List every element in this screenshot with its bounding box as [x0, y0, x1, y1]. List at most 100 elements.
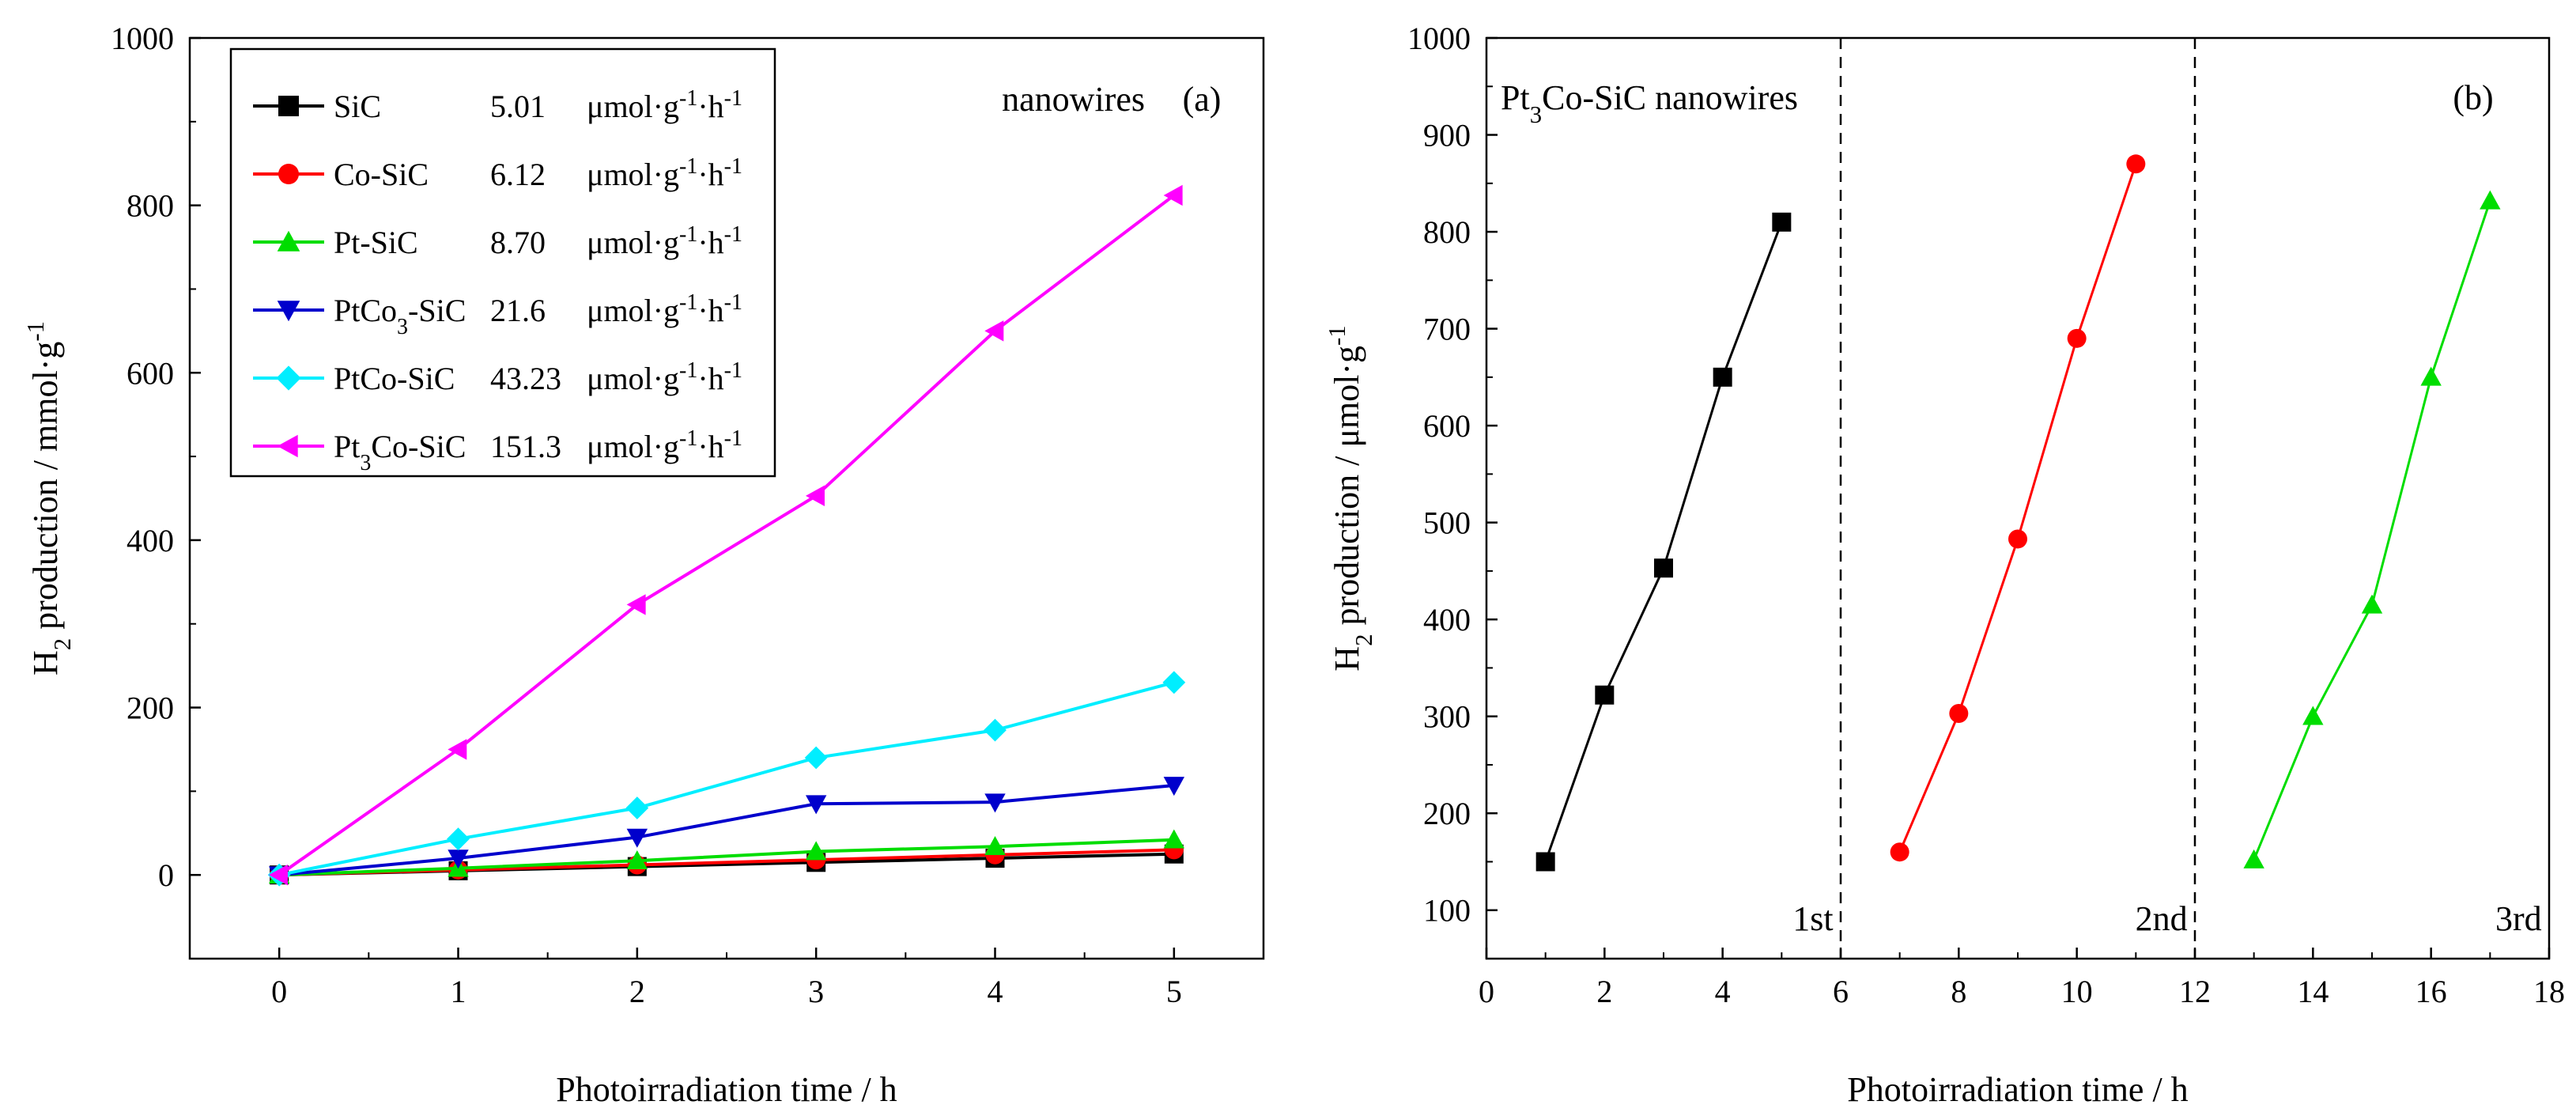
cycle-label-3rd: 3rd [2495, 899, 2542, 938]
data-point-Pt3Co-SiC [1163, 184, 1183, 206]
data-point-cycle-3rd [2302, 706, 2324, 725]
x-tick-label-a: 3 [808, 974, 824, 1009]
legend-rate-Pt-SiC: 8.70 [490, 225, 546, 260]
x-tick-label-b: 16 [2415, 974, 2447, 1009]
series-line-cycle-1st [1544, 221, 1783, 862]
series-line-cycle-3rd [2253, 200, 2491, 861]
y-tick-label-b: 1000 [1407, 21, 1471, 56]
legend-label-Co-SiC: Co-SiC [334, 157, 429, 192]
y-tick-label-a: 200 [127, 691, 174, 726]
y-tick-label-b: 900 [1423, 118, 1471, 153]
x-tick-label-b: 8 [1951, 974, 1966, 1009]
data-point-cycle-1st [1595, 685, 1615, 705]
y-tick-label-a: 800 [127, 188, 174, 224]
data-point-PtCo3-SiC [626, 828, 648, 848]
legend-rate-SiC: 5.01 [490, 89, 546, 124]
data-point-cycle-1st [1713, 367, 1732, 387]
series-line-Pt3Co-SiC [278, 194, 1176, 876]
data-point-Pt-SiC [626, 849, 648, 869]
series-line-PtCo-SiC [278, 680, 1175, 877]
y-tick-label-a: 400 [127, 523, 174, 558]
data-point-PtCo3-SiC [1163, 777, 1185, 796]
legend-box-a [229, 47, 776, 478]
data-point-Pt3Co-SiC [268, 864, 288, 886]
legend-marker-SiC [278, 96, 299, 116]
data-point-PtCo-SiC [804, 746, 828, 770]
data-point-cycle-2nd [1890, 842, 1909, 862]
legend-unit-Co-SiC: μmol·g-1·h-1 [587, 154, 742, 193]
x-tick-label-a: 4 [988, 974, 1003, 1009]
legend-marker-PtCo-SiC [276, 365, 301, 391]
x-tick-label-b: 14 [2297, 974, 2329, 1009]
legend-label-Pt-SiC: Pt-SiC [334, 225, 418, 260]
y-tick-label-b: 600 [1423, 408, 1471, 444]
x-tick-label-a: 0 [271, 974, 287, 1009]
data-point-Pt3Co-SiC [448, 739, 467, 760]
x-tick-label-b: 6 [1833, 974, 1849, 1009]
legend-unit-Pt-SiC: μmol·g-1·h-1 [587, 222, 742, 261]
data-point-cycle-3rd [2420, 366, 2442, 386]
y-tick-label-a: 0 [158, 857, 174, 893]
series-line-Pt-SiC [279, 838, 1174, 877]
data-point-Pt-SiC [805, 841, 827, 861]
x-tick-label-b: 10 [2061, 974, 2093, 1009]
chart-panel-b: 0 2 4 6 8 10 12 14 16 18 100 200 300 400 500 600 700 800 9… [1324, 21, 2565, 1109]
panel-title-b: Pt3Co-SiC nanowires [1501, 78, 1798, 128]
y-tick-label-b: 200 [1423, 796, 1471, 831]
data-point-cycle-1st [1772, 212, 1792, 232]
data-point-cycle-3rd [2361, 594, 2383, 614]
legend-unit-PtCo-SiC: μmol·g-1·h-1 [587, 358, 742, 397]
data-point-cycle-1st [1654, 558, 1673, 578]
x-tick-label-a: 1 [451, 974, 466, 1009]
data-point-PtCo-SiC [984, 718, 1007, 742]
chart-panel-a: 0 1 2 3 4 5 0 200 400 600 800 1000 Photoirradiation … [22, 21, 1265, 1109]
data-point-PtCo-SiC [625, 796, 649, 819]
y-tick-label-a: 1000 [111, 21, 174, 56]
legend-rate-Pt3Co-SiC: 151.3 [490, 429, 561, 464]
data-point-Pt-SiC [984, 836, 1006, 856]
y-axis-label-b: H2 production / μmol·g-1 [1324, 325, 1377, 671]
y-tick-label-b: 700 [1423, 312, 1471, 347]
y-tick-label-b: 400 [1423, 602, 1471, 638]
data-point-PtCo3-SiC [448, 849, 469, 869]
data-point-cycle-2nd [2008, 529, 2027, 549]
data-point-Pt3Co-SiC [805, 485, 825, 507]
data-point-cycle-2nd [2126, 154, 2146, 174]
data-point-PtCo-SiC [447, 827, 470, 851]
data-point-Pt3Co-SiC [626, 594, 646, 615]
data-point-PtCo-SiC [1162, 671, 1186, 694]
x-axis-label-a: Photoirradiation time / h [556, 1070, 897, 1109]
y-tick-label-b: 100 [1423, 893, 1471, 929]
data-point-cycle-3rd [2480, 190, 2501, 210]
legend-marker-Pt3Co-SiC [277, 434, 298, 458]
legend-unit-SiC: μmol·g-1·h-1 [587, 86, 742, 125]
y-axis-label-a: H2 production / mmol·g-1 [22, 321, 76, 675]
y-tick-label-b: 300 [1423, 699, 1471, 735]
legend-label-PtCo-SiC: PtCo-SiC [334, 361, 455, 396]
x-tick-label-b: 18 [2533, 974, 2565, 1009]
y-tick-label-b: 500 [1423, 505, 1471, 541]
legend-label-SiC: SiC [334, 89, 381, 124]
legend-marker-Co-SiC [278, 164, 299, 184]
plot-frame-b [1485, 36, 2551, 960]
data-point-cycle-2nd [1949, 704, 1969, 724]
data-point-cycle-3rd [2243, 849, 2264, 868]
series-line-cycle-2nd [1898, 163, 2137, 853]
y-tick-label-b: 800 [1423, 214, 1471, 250]
legend-label-Pt3Co-SiC: Pt3Co-SiC [334, 429, 466, 475]
data-point-cycle-1st [1535, 852, 1555, 872]
legend-rate-PtCo-SiC: 43.23 [490, 361, 561, 396]
x-tick-label-a: 2 [629, 974, 645, 1009]
data-point-PtCo3-SiC [984, 793, 1006, 813]
cycle-label-1st: 1st [1792, 899, 1833, 938]
legend-label-PtCo3-SiC: PtCo3-SiC [334, 293, 466, 339]
annotation-nanowires: nanowires [1002, 80, 1145, 119]
legend-unit-Pt3Co-SiC: μmol·g-1·h-1 [587, 426, 742, 465]
data-point-PtCo3-SiC [805, 795, 827, 815]
legend-marker-PtCo3-SiC [277, 301, 300, 322]
data-point-Pt-SiC [1163, 829, 1185, 849]
cycle-label-2nd: 2nd [2136, 899, 2188, 938]
data-point-Pt3Co-SiC [984, 320, 1004, 342]
x-tick-label-b: 0 [1479, 974, 1494, 1009]
